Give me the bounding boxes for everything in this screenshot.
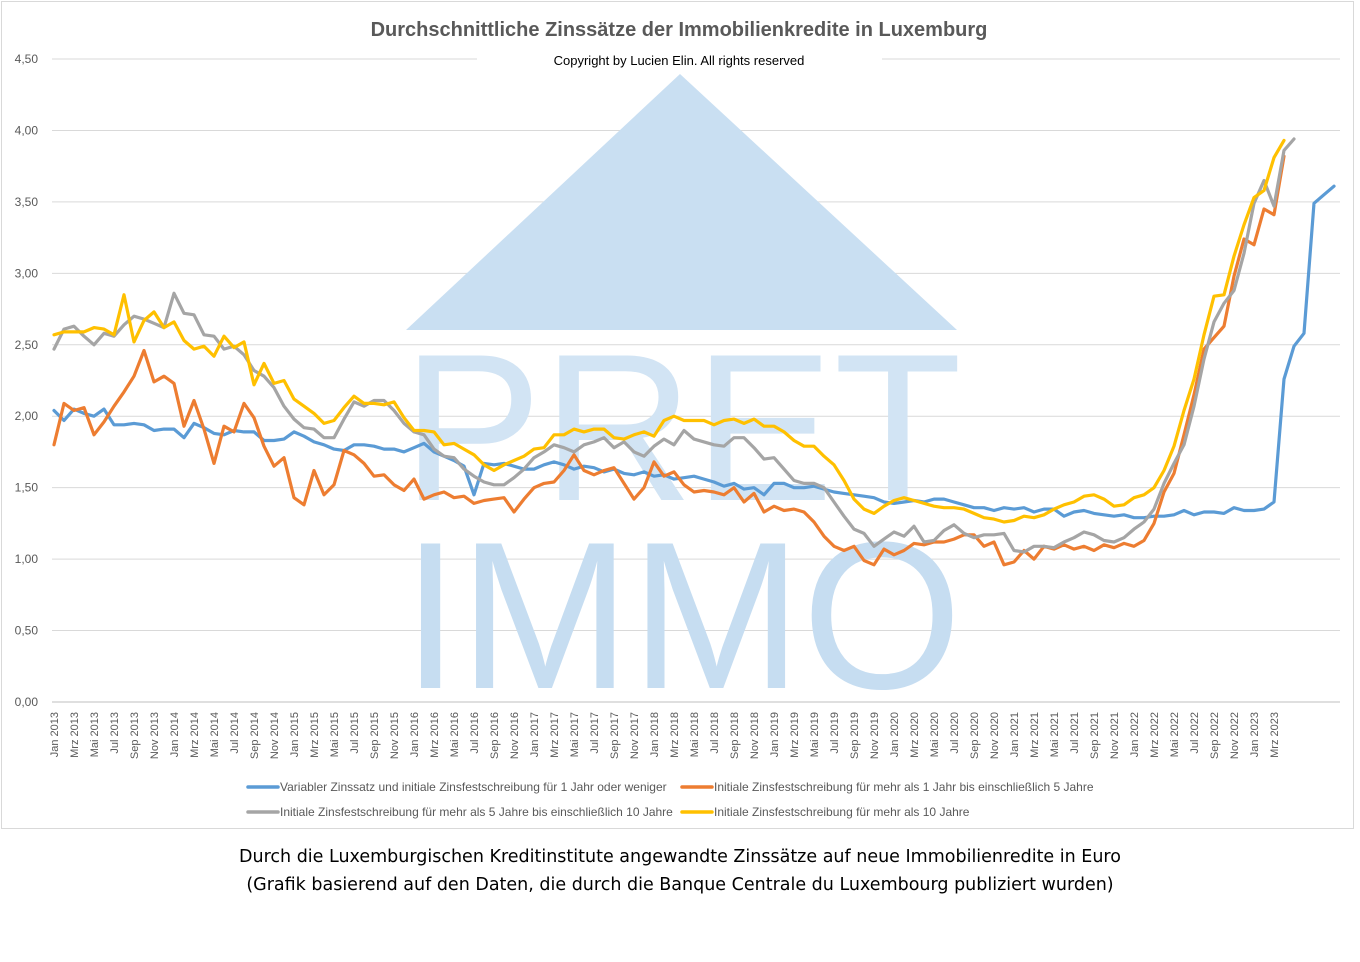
- x-tick-label: Nov 2021: [1109, 712, 1121, 759]
- x-tick-label: Mai 2013: [89, 712, 101, 757]
- x-tick-label: Mrz 2023: [1269, 712, 1281, 758]
- x-tick-label: Jul 2015: [349, 712, 361, 754]
- x-tick-label: Jan 2016: [409, 712, 421, 757]
- x-tick-label: Mai 2018: [689, 712, 701, 757]
- series-line-1: [52, 184, 1336, 520]
- y-tick-label: 4,00: [15, 123, 39, 137]
- x-tick-label: Jul 2021: [1069, 712, 1081, 754]
- series-line-2: [52, 154, 1286, 567]
- x-tick-label: Sep 2016: [489, 712, 501, 759]
- series-line-4: [52, 138, 1286, 524]
- x-tick-label: Sep 2017: [609, 712, 621, 759]
- x-tick-label: Sep 2015: [369, 712, 381, 759]
- x-tick-label: Sep 2019: [849, 712, 861, 759]
- x-tick-label: Jul 2014: [229, 712, 241, 754]
- x-tick-label: Mrz 2020: [909, 712, 921, 758]
- x-tick-label: Jul 2017: [589, 712, 601, 754]
- x-tick-label: Sep 2020: [969, 712, 981, 759]
- x-tick-label: Jul 2022: [1189, 712, 1201, 754]
- x-tick-label: Jul 2013: [109, 712, 121, 754]
- y-tick-label: 3,00: [15, 266, 39, 280]
- x-tick-label: Mrz 2021: [1029, 712, 1041, 758]
- y-tick-label: 4,50: [15, 52, 39, 66]
- x-tick-label: Sep 2018: [729, 712, 741, 759]
- watermark-text-bottom: IMMO: [402, 498, 962, 733]
- x-tick-label: Nov 2014: [269, 712, 281, 759]
- y-tick-label: 1,00: [15, 552, 39, 566]
- subtitle-background: [477, 48, 882, 70]
- x-tick-label: Jul 2016: [469, 712, 481, 754]
- x-tick-label: Sep 2022: [1209, 712, 1221, 759]
- y-tick-label: 3,50: [15, 195, 39, 209]
- x-tick-label: Jan 2015: [289, 712, 301, 757]
- x-tick-label: Mrz 2016: [429, 712, 441, 758]
- legend-label-2: Initiale Zinsfestschreibung für mehr als…: [714, 780, 1094, 794]
- x-tick-label: Mrz 2017: [549, 712, 561, 758]
- x-tick-label: Jul 2018: [709, 712, 721, 754]
- x-tick-label: Mrz 2018: [669, 712, 681, 758]
- x-tick-label: Jan 2019: [769, 712, 781, 757]
- x-tick-label: Sep 2014: [249, 712, 261, 759]
- chart-subtitle: Copyright by Lucien Elin. All rights res…: [554, 53, 805, 68]
- x-tick-label: Jan 2017: [529, 712, 541, 757]
- x-tick-label: Nov 2013: [149, 712, 161, 759]
- x-tick-label: Nov 2019: [869, 712, 881, 759]
- x-tick-label: Mai 2015: [329, 712, 341, 757]
- title-block: Durchschnittliche Zinssätze der Immobili…: [371, 19, 988, 70]
- x-tick-label: Nov 2017: [629, 712, 641, 759]
- x-tick-label: Mai 2019: [809, 712, 821, 757]
- legend-label-1: Variabler Zinssatz und initiale Zinsfest…: [280, 780, 667, 794]
- watermark-text-top: PRET: [402, 310, 962, 545]
- series-lines: [52, 137, 1336, 567]
- caption-line-1: Durch die Luxemburgischen Kreditinstitut…: [239, 847, 1121, 867]
- x-tick-label: Mrz 2015: [309, 712, 321, 758]
- x-tick-label: Jan 2018: [649, 712, 661, 757]
- x-tick-label: Jan 2023: [1249, 712, 1261, 757]
- x-tick-label: Jan 2020: [889, 712, 901, 757]
- y-tick-label: 1,50: [15, 481, 39, 495]
- x-tick-label: Nov 2022: [1229, 712, 1241, 759]
- watermark-roof-shape: [406, 74, 957, 330]
- x-tick-label: Mrz 2014: [189, 712, 201, 758]
- x-axis-tick-labels: Jan 2013 Mrz 2013 Mai 2013 Jul 2013 Sep 2013…: [49, 712, 1281, 759]
- x-tick-label: Sep 2021: [1089, 712, 1101, 759]
- chart-caption: Durch die Luxemburgischen Kreditinstitut…: [0, 843, 1360, 899]
- legend-label-4: Initiale Zinsfestschreibung für mehr als…: [714, 805, 970, 819]
- x-tick-label: Mai 2014: [209, 712, 221, 757]
- x-tick-label: Mai 2022: [1169, 712, 1181, 757]
- x-tick-label: Mai 2020: [929, 712, 941, 757]
- x-tick-label: Jan 2013: [49, 712, 61, 757]
- x-tick-label: Jan 2022: [1129, 712, 1141, 757]
- x-tick-label: Nov 2016: [509, 712, 521, 759]
- x-tick-label: Sep 2013: [129, 712, 141, 759]
- x-tick-label: Mai 2017: [569, 712, 581, 757]
- legend-label-3: Initiale Zinsfestschreibung für mehr als…: [280, 805, 673, 819]
- y-tick-label: 0,50: [15, 624, 39, 638]
- y-tick-label: 2,00: [15, 409, 39, 423]
- y-axis-tick-labels: 0,00 0,50 1,00 1,50 2,00 2,50 3,00 3,50 4,00 4,50: [15, 52, 39, 709]
- chart-frame: PRET IMMO Durchschnittliche Zinssätze der…: [1, 1, 1354, 829]
- x-tick-label: Jul 2019: [829, 712, 841, 754]
- x-tick-label: Mai 2021: [1049, 712, 1061, 757]
- x-tick-label: Nov 2018: [749, 712, 761, 759]
- x-tick-label: Mrz 2013: [69, 712, 81, 758]
- x-tick-label: Jan 2014: [169, 712, 181, 757]
- x-tick-label: Jan 2021: [1009, 712, 1021, 757]
- x-tick-label: Mrz 2022: [1149, 712, 1161, 758]
- y-tick-label: 0,00: [15, 695, 39, 709]
- chart-title: Durchschnittliche Zinssätze der Immobili…: [371, 19, 988, 41]
- x-tick-label: Mai 2016: [449, 712, 461, 757]
- x-tick-label: Jul 2020: [949, 712, 961, 754]
- legend: Variabler Zinssatz und initiale Zinsfest…: [246, 780, 1094, 819]
- x-tick-label: Nov 2020: [989, 712, 1001, 759]
- x-tick-label: Mrz 2019: [789, 712, 801, 758]
- caption-line-2: (Grafik basierend auf den Daten, die dur…: [246, 875, 1114, 895]
- y-tick-label: 2,50: [15, 338, 39, 352]
- x-tick-label: Nov 2015: [389, 712, 401, 759]
